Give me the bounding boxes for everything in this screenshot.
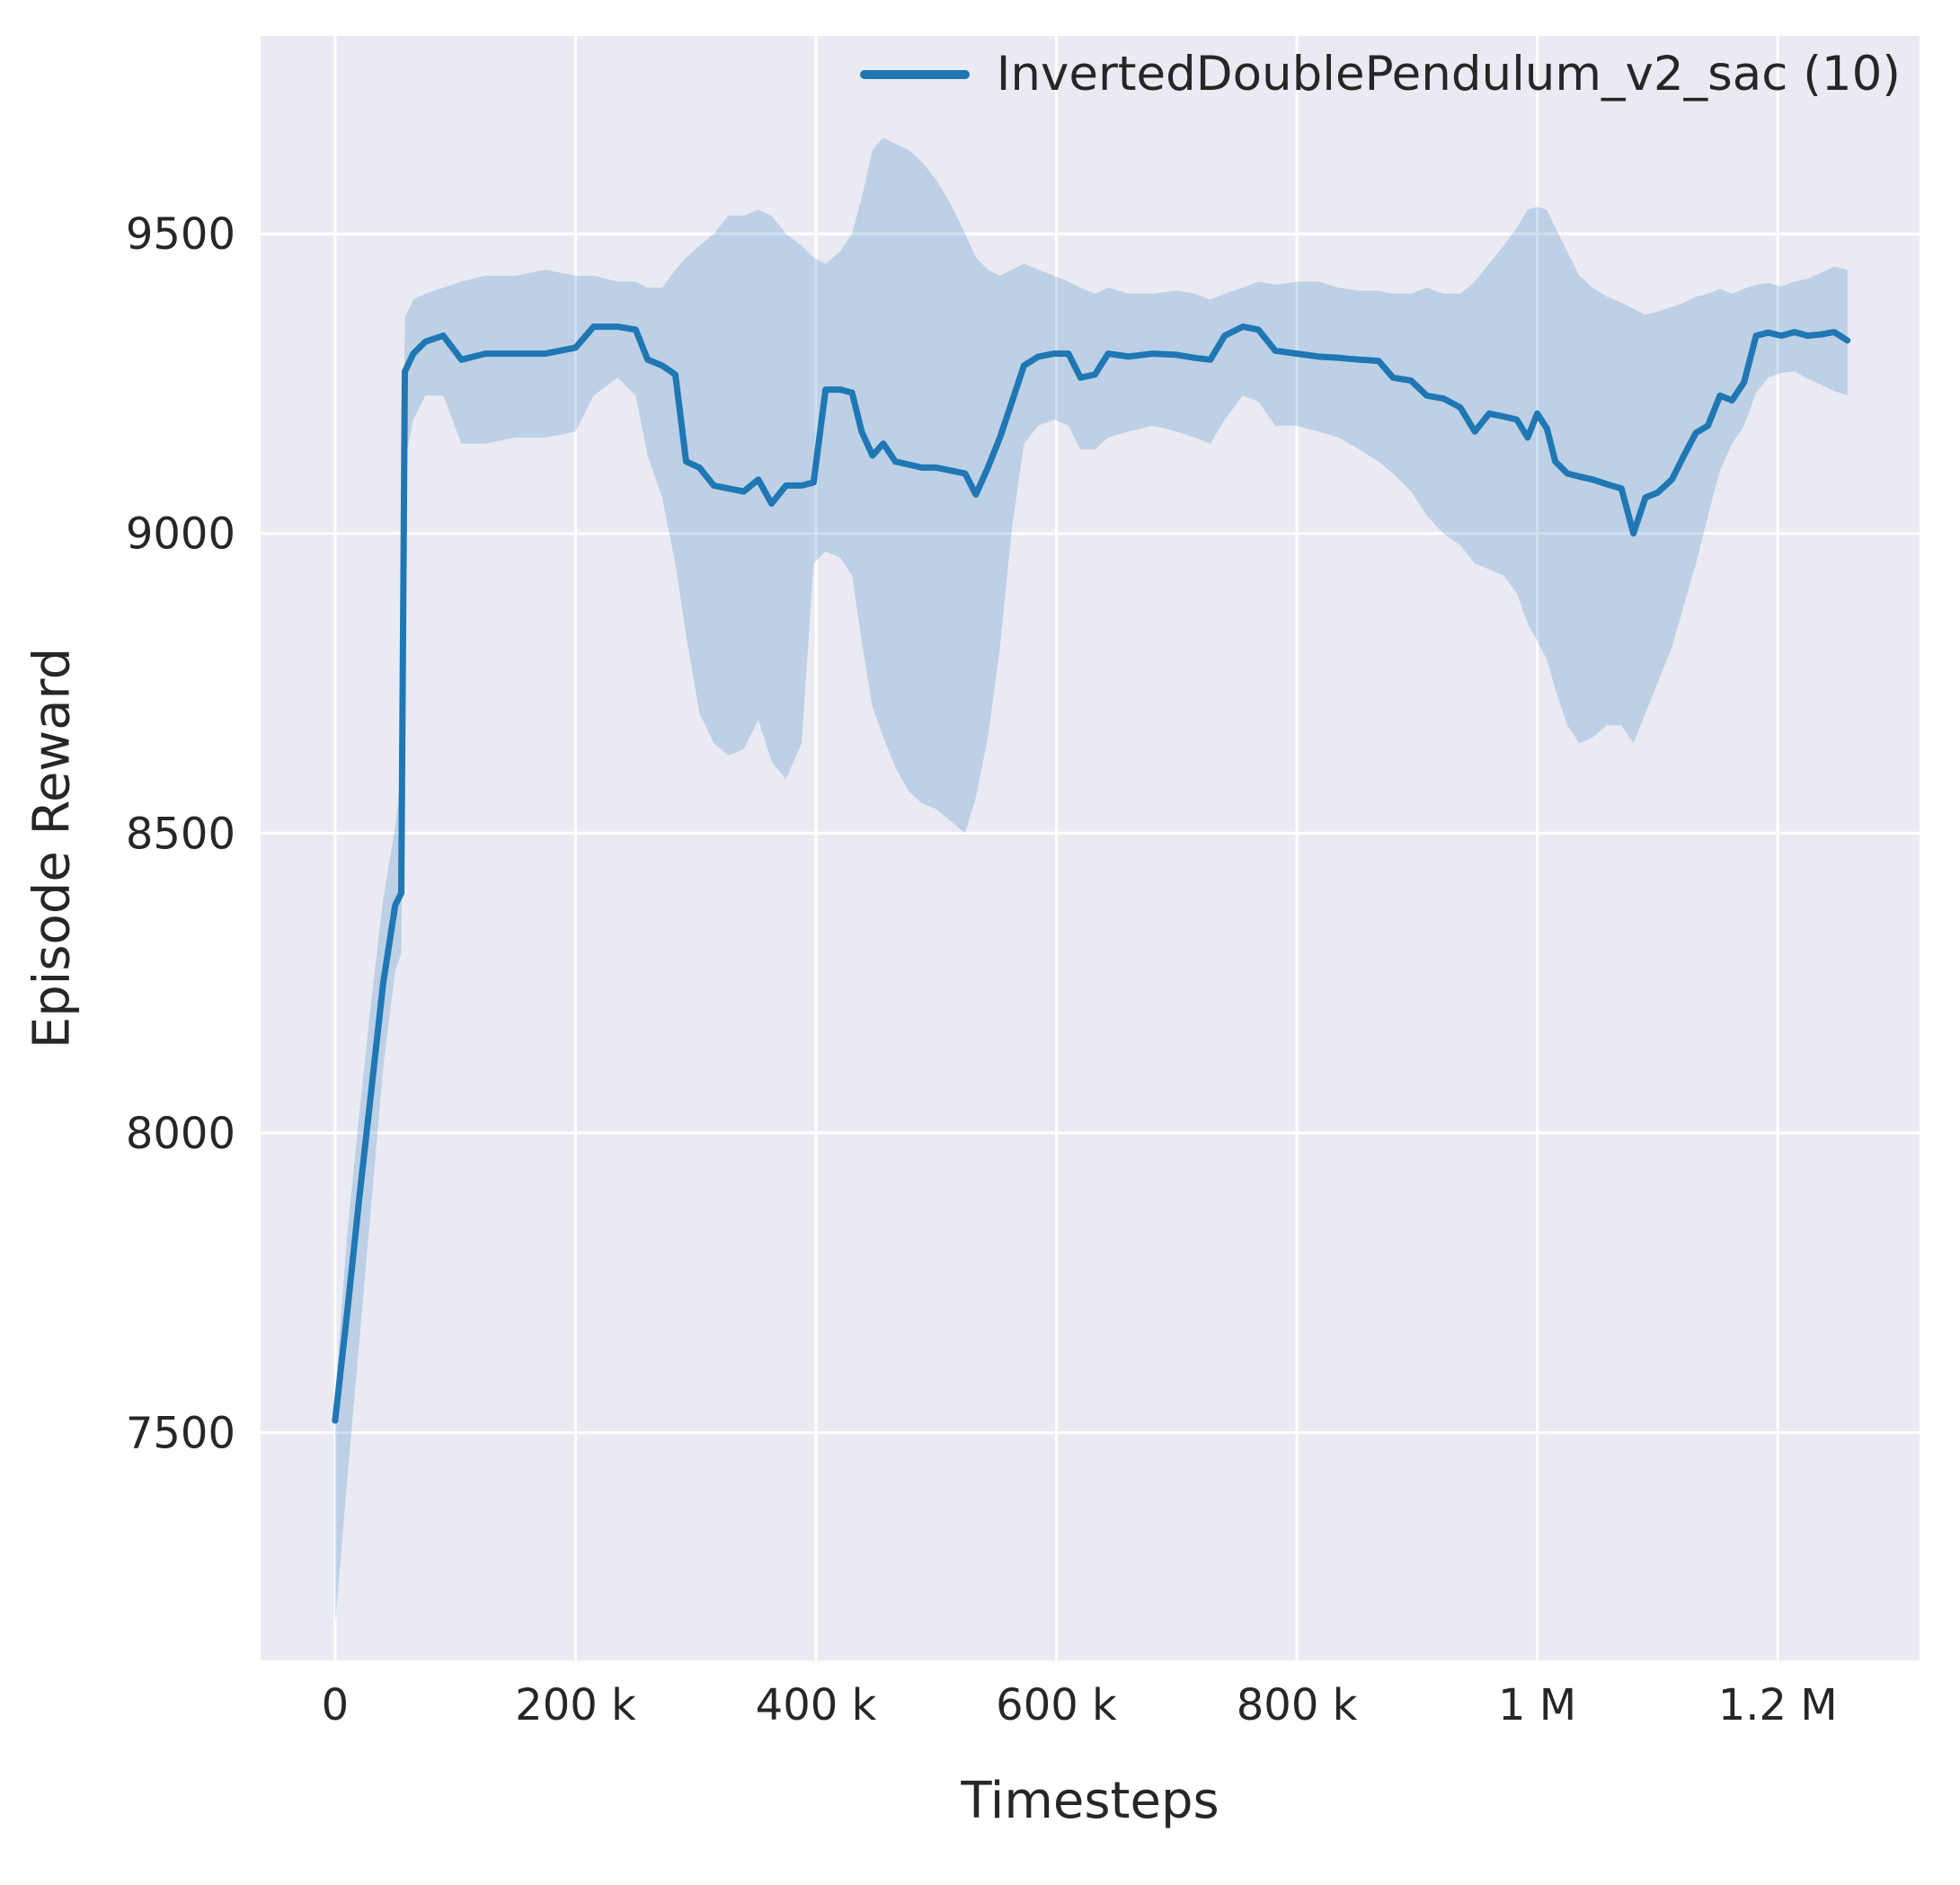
legend: InvertedDoublePendulum_v2_sac (10) [859,47,1901,102]
svg-text:7500: 7500 [126,1409,235,1459]
svg-text:200 k: 200 k [515,1680,636,1730]
svg-text:0: 0 [322,1680,350,1730]
legend-series-label: InvertedDoublePendulum_v2_sac (10) [996,47,1901,102]
svg-text:9000: 9000 [126,509,235,560]
svg-text:800 k: 800 k [1237,1680,1358,1730]
svg-text:1.2 M: 1.2 M [1718,1680,1838,1730]
legend-line-sample [859,69,970,79]
x-axis-label: Timesteps [961,1772,1219,1830]
svg-text:8000: 8000 [126,1109,235,1159]
y-axis-label: Episode Reward [22,647,82,1049]
svg-text:600 k: 600 k [996,1680,1117,1730]
svg-text:400 k: 400 k [756,1680,877,1730]
svg-text:8500: 8500 [126,809,235,859]
svg-text:1 M: 1 M [1498,1680,1576,1730]
svg-text:9500: 9500 [126,209,235,260]
